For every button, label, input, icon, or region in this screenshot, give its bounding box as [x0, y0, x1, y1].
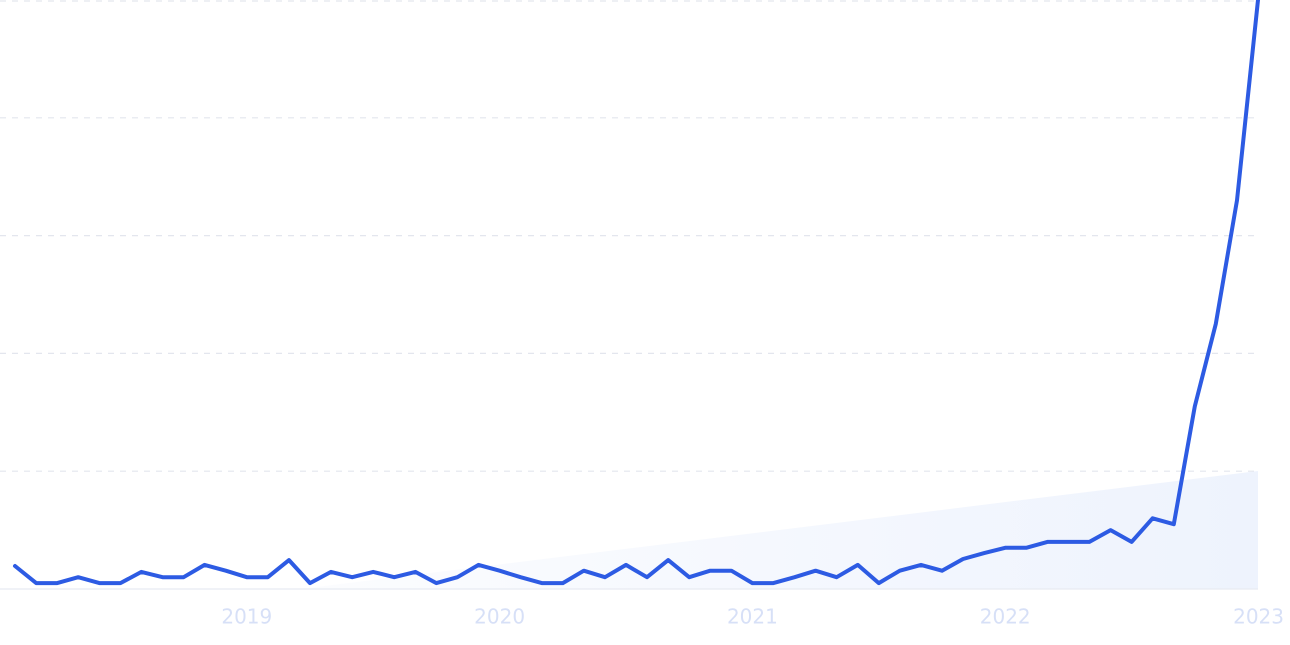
x-tick-label: 2022: [980, 605, 1031, 629]
data-line: [13, 0, 1260, 586]
x-tick-label: 2021: [727, 605, 778, 629]
x-tick-label: 2023: [1233, 605, 1284, 629]
trend-area: [300, 471, 1258, 589]
x-tick-label: 2020: [474, 605, 525, 629]
x-tick-label: 2019: [221, 605, 272, 629]
